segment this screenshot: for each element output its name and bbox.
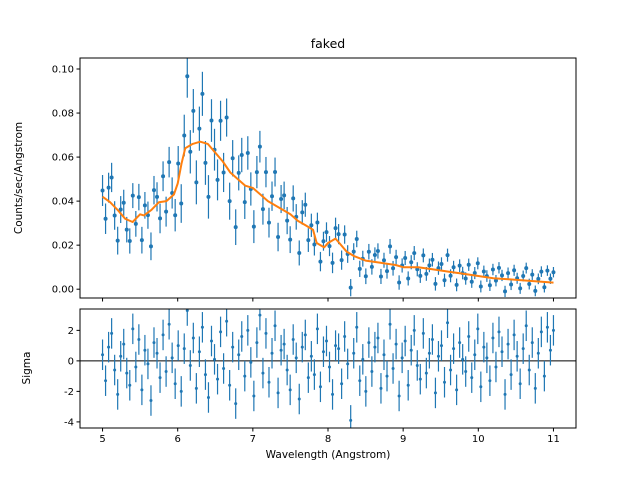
top-ticks	[76, 68, 554, 302]
bottom-tick-labels: 5 6 7 8 9 10 11 -4 -2 0 2	[64, 326, 560, 445]
svg-text:0.06: 0.06	[52, 153, 74, 164]
svg-text:-4: -4	[64, 417, 74, 428]
svg-text:0.08: 0.08	[52, 109, 74, 120]
bottom-axes-frame	[79, 308, 577, 429]
svg-text:5: 5	[99, 434, 105, 445]
svg-text:0.04: 0.04	[52, 197, 74, 208]
svg-text:7: 7	[250, 434, 256, 445]
bottom-panel	[80, 309, 576, 428]
svg-text:0: 0	[68, 356, 74, 367]
svg-text:10: 10	[472, 434, 485, 445]
svg-text:6: 6	[175, 434, 181, 445]
svg-text:-2: -2	[64, 387, 74, 398]
svg-text:8: 8	[325, 434, 331, 445]
x-axis-label: Wavelength (Angstrom)	[265, 449, 391, 461]
top-panel	[100, 58, 556, 298]
svg-text:0.00: 0.00	[52, 285, 74, 296]
svg-text:9: 9	[400, 434, 406, 445]
bottom-ticks	[76, 329, 554, 432]
svg-text:11: 11	[547, 434, 560, 445]
svg-text:0.02: 0.02	[52, 241, 74, 252]
svg-text:0.10: 0.10	[52, 65, 74, 76]
chart-title: faked	[310, 36, 346, 51]
data-series	[100, 58, 556, 298]
top-tick-labels: 0.00 0.02 0.04 0.06 0.08 0.10	[52, 65, 74, 296]
model-line	[101, 140, 554, 284]
residual-series	[101, 309, 555, 428]
svg-text:2: 2	[68, 326, 74, 337]
